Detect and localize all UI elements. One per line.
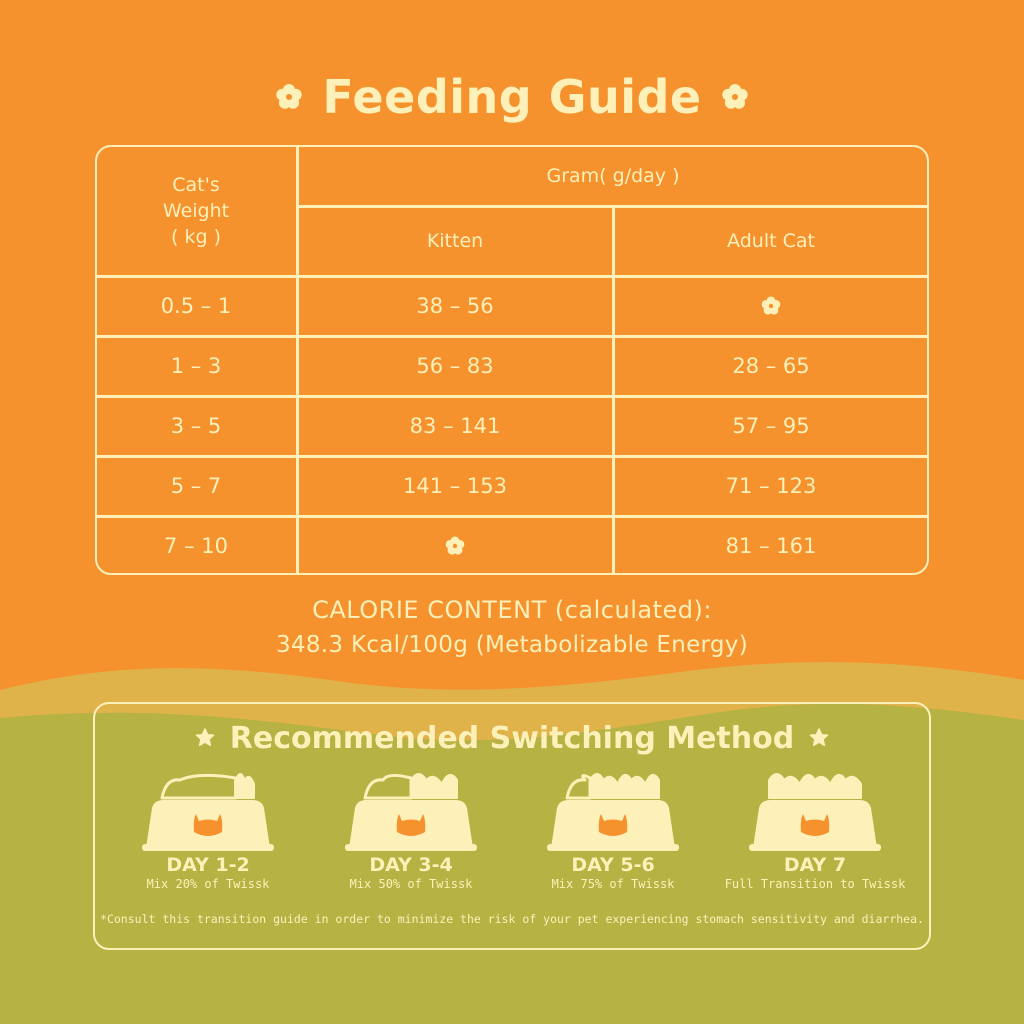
step-day-label: DAY 1-2 xyxy=(166,854,250,876)
switching-method-panel xyxy=(93,702,931,950)
food-bowl-icon xyxy=(749,773,881,851)
table-divider xyxy=(96,455,928,458)
feeding-guide-title-row: Feeding Guide xyxy=(0,62,1024,132)
food-bowl-icon xyxy=(547,773,679,851)
feeding-table xyxy=(95,145,929,575)
table-divider xyxy=(296,146,299,574)
kitten-cell: 83 – 141 xyxy=(409,414,501,438)
flower-icon xyxy=(276,84,303,109)
step-day-label: DAY 7 xyxy=(783,854,847,876)
flower-icon xyxy=(761,296,781,315)
adult-cell-empty xyxy=(614,277,928,335)
transition-note: *Consult this transition guide in order … xyxy=(100,912,924,926)
step-mix-label: Mix 20% of Twissk xyxy=(146,877,270,891)
star-icon xyxy=(195,728,215,747)
table-divider xyxy=(96,515,928,518)
food-bowl-icon xyxy=(142,773,274,851)
weight-cell: 7 – 10 xyxy=(164,533,228,558)
switching-step: DAY 5-6 Mix 75% of Twissk xyxy=(513,766,713,906)
step-mix-label: Full Transition to Twissk xyxy=(724,877,906,891)
food-bowl-icon xyxy=(345,773,477,851)
switching-step: DAY 3-4 Mix 50% of Twissk xyxy=(311,766,511,906)
adult-cell: 57 – 95 xyxy=(732,414,810,438)
star-icon xyxy=(809,728,829,747)
adult-cell: 71 – 123 xyxy=(725,474,817,498)
calorie-heading: CALORIE CONTENT (calculated): xyxy=(312,596,712,624)
weight-header-line: ( kg ) xyxy=(171,226,221,248)
page-title: Feeding Guide xyxy=(322,70,702,124)
step-mix-label: Mix 50% of Twissk xyxy=(349,877,473,891)
step-day-label: DAY 3-4 xyxy=(369,854,453,876)
table-divider xyxy=(96,275,928,278)
weight-cell: 0.5 – 1 xyxy=(160,294,232,318)
adult-cell: 28 – 65 xyxy=(732,354,810,378)
table-divider xyxy=(96,395,928,398)
switching-title: Recommended Switching Method xyxy=(229,720,795,756)
table-divider xyxy=(96,335,928,338)
weight-cell: 5 – 7 xyxy=(170,474,222,498)
step-day-label: DAY 5-6 xyxy=(571,854,655,876)
weight-cell: 1 – 3 xyxy=(170,354,222,378)
kitten-cell: 56 – 83 xyxy=(416,354,494,378)
adult-column-header: Adult Cat xyxy=(727,230,815,252)
step-mix-label: Mix 75% of Twissk xyxy=(551,877,675,891)
weight-header-line: Weight xyxy=(162,200,230,222)
weight-column-header: Cat's Weight ( kg ) xyxy=(96,146,296,276)
gram-group-header: Gram( g/day ) xyxy=(546,165,680,187)
switching-step: DAY 1-2 Mix 20% of Twissk xyxy=(108,766,308,906)
kitten-column-header: Kitten xyxy=(426,230,484,252)
switching-title-row: Recommended Switching Method xyxy=(0,712,1024,764)
table-divider xyxy=(612,206,615,574)
calorie-value: 348.3 Kcal/100g (Metabolizable Energy) xyxy=(276,632,748,658)
weight-header-line: Cat's xyxy=(172,174,220,196)
weight-cell: 3 – 5 xyxy=(170,414,222,438)
kitten-cell-empty xyxy=(298,517,612,574)
switching-step: DAY 7 Full Transition to Twissk xyxy=(715,766,915,906)
kitten-cell: 38 – 56 xyxy=(416,294,494,318)
flower-icon xyxy=(721,84,748,109)
flower-icon xyxy=(445,535,465,555)
kitten-cell: 141 – 153 xyxy=(402,474,507,498)
adult-cell: 81 – 161 xyxy=(725,533,817,558)
table-divider xyxy=(297,205,928,208)
